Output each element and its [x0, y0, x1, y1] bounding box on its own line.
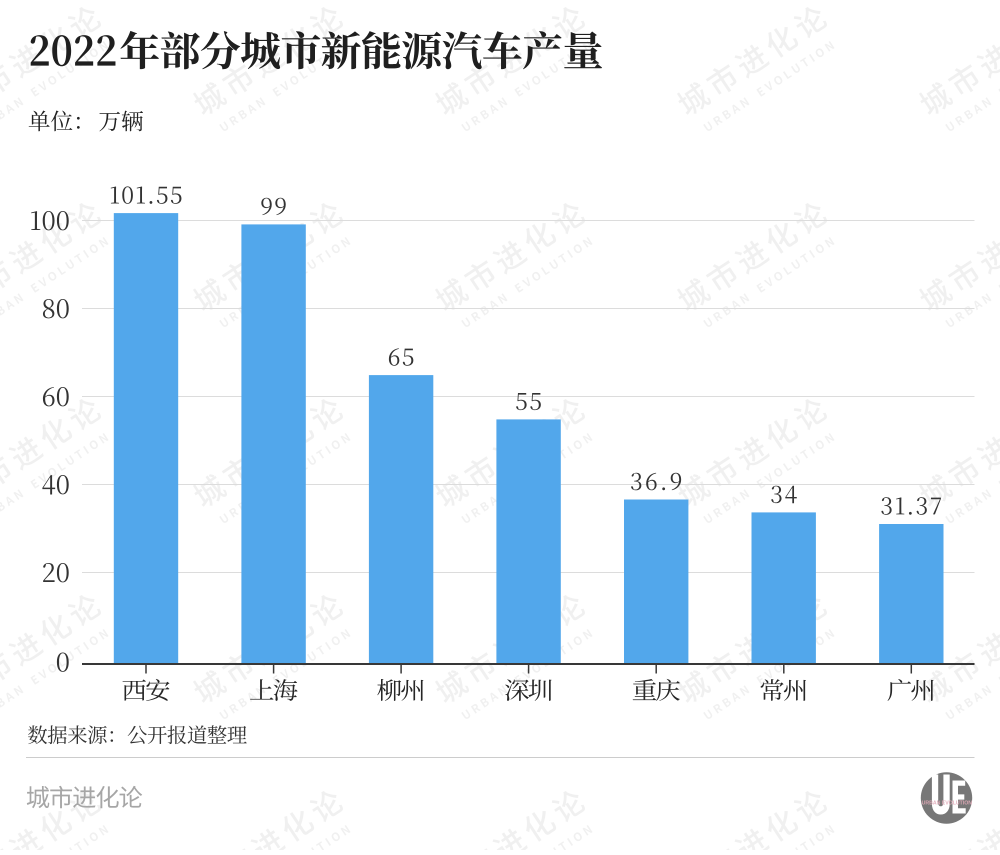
svg-text:URBAN EVOLUTION: URBAN EVOLUTION — [922, 800, 973, 806]
